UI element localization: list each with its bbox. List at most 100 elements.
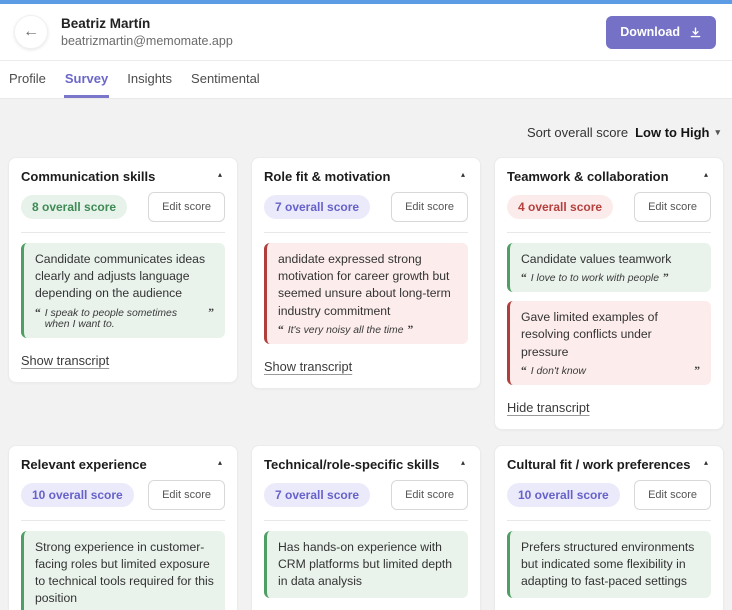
main-content: Sort overall score Low to High ▾ Communi… xyxy=(0,99,732,610)
back-button[interactable]: ← xyxy=(14,15,48,49)
overall-score-badge: 10 overall score xyxy=(507,482,620,507)
evaluation-note: Candidate communicates ideas clearly and… xyxy=(21,242,225,338)
note-text: andidate expressed strong motivation for… xyxy=(278,251,451,318)
note-quote: “ I love to to work with people ” xyxy=(521,272,700,284)
card-divider xyxy=(507,519,711,521)
note-text: Has hands-on experience with CRM platfor… xyxy=(278,539,453,589)
close-quote-icon: ” xyxy=(407,323,414,336)
tab-sentimental[interactable]: Sentimental xyxy=(190,61,261,98)
quote-text: I speak to people sometimes when I want … xyxy=(44,307,178,330)
chevron-up-icon: ▴ xyxy=(217,457,222,467)
notes-list: Prefers structured environments but indi… xyxy=(507,530,711,599)
chevron-up-icon: ▴ xyxy=(703,170,708,179)
evaluation-note: Strong experience in customer-facing rol… xyxy=(21,530,225,610)
candidate-info: Beatriz Martín beatrizmartin@memomate.ap… xyxy=(61,16,233,48)
top-accent-strip xyxy=(0,0,732,4)
evaluation-note: Candidate values teamwork “ I love to to… xyxy=(507,242,711,292)
overall-score-badge: 7 overall score xyxy=(264,482,371,507)
note-text: Candidate communicates ideas clearly and… xyxy=(35,251,206,301)
transcript-toggle-link[interactable]: Hide transcript xyxy=(507,399,590,415)
card-header: Communication skills ▴ xyxy=(21,169,225,185)
note-quote: “ I don't know ” xyxy=(521,365,700,377)
overall-score-badge: 7 overall score xyxy=(264,194,371,219)
collapse-card-button[interactable]: ▴ xyxy=(458,457,468,469)
tab-bar: Profile Survey Insights Sentimental xyxy=(0,61,732,99)
collapse-card-button[interactable]: ▴ xyxy=(215,457,225,469)
quote-text: I love to to work with people xyxy=(530,272,659,284)
card-title: Communication skills xyxy=(21,169,156,184)
note-text: Gave limited examples of resolving confl… xyxy=(521,309,658,359)
card-title: Relevant experience xyxy=(21,456,147,472)
sort-value-dropdown[interactable]: Low to High ▾ xyxy=(635,125,720,140)
transcript-toggle-link[interactable]: Show transcript xyxy=(264,358,353,374)
edit-score-button[interactable]: Edit score xyxy=(634,479,711,510)
card-header: Relevant experience ▴ xyxy=(21,457,225,473)
card-title: Teamwork & collaboration xyxy=(507,169,669,184)
card-header: Technical/role-specific skills ▴ xyxy=(264,457,468,473)
sort-label: Sort overall score xyxy=(526,125,629,140)
collapse-card-button[interactable]: ▴ xyxy=(701,457,711,469)
tab-insights[interactable]: Insights xyxy=(126,61,173,98)
card-divider xyxy=(264,231,468,233)
candidate-email: beatrizmartin@memomate.app xyxy=(61,34,233,48)
quote-text: It's very noisy all the time xyxy=(287,324,404,336)
tab-profile[interactable]: Profile xyxy=(8,61,47,98)
score-row: 7 overall score Edit score xyxy=(264,479,468,510)
overall-score-badge: 10 overall score xyxy=(21,482,134,507)
transcript-toggle-link[interactable]: Show transcript xyxy=(21,352,110,368)
page-header: ← Beatriz Martín beatrizmartin@memomate.… xyxy=(0,4,732,61)
quote-text: I don't know xyxy=(530,365,586,377)
card-header: Teamwork & collaboration ▴ xyxy=(507,169,711,185)
score-card: Relevant experience ▴ 10 overall score E… xyxy=(8,444,238,610)
card-header: Role fit & motivation ▴ xyxy=(264,169,468,185)
edit-score-button[interactable]: Edit score xyxy=(634,191,711,222)
open-quote-icon: “ xyxy=(521,271,527,284)
card-divider xyxy=(264,519,468,521)
edit-score-button[interactable]: Edit score xyxy=(148,191,225,222)
note-quote: “ It's very noisy all the time ” xyxy=(278,324,457,336)
score-row: 8 overall score Edit score xyxy=(21,191,225,222)
edit-score-button[interactable]: Edit score xyxy=(391,191,468,222)
chevron-up-icon: ▴ xyxy=(460,457,465,467)
overall-score-badge: 4 overall score xyxy=(507,194,614,219)
score-row: 7 overall score Edit score xyxy=(264,191,468,222)
tab-survey[interactable]: Survey xyxy=(63,61,110,98)
notes-list: Has hands-on experience with CRM platfor… xyxy=(264,530,468,599)
score-row: 10 overall score Edit score xyxy=(21,479,225,510)
score-row: 10 overall score Edit score xyxy=(507,479,711,510)
note-quote: “ I speak to people sometimes when I wan… xyxy=(35,307,214,330)
sort-control: Sort overall score Low to High ▾ xyxy=(8,99,724,157)
chevron-up-icon: ▴ xyxy=(217,170,222,179)
card-divider xyxy=(507,231,711,233)
evaluation-note: andidate expressed strong motivation for… xyxy=(264,242,468,344)
collapse-card-button[interactable]: ▴ xyxy=(458,169,468,181)
evaluation-note: Has hands-on experience with CRM platfor… xyxy=(264,530,468,599)
edit-score-button[interactable]: Edit score xyxy=(391,479,468,510)
score-card: Technical/role-specific skills ▴ 7 overa… xyxy=(251,444,481,610)
open-quote-icon: “ xyxy=(35,306,41,319)
card-divider xyxy=(21,519,225,521)
notes-list: Candidate communicates ideas clearly and… xyxy=(21,242,225,338)
chevron-up-icon: ▴ xyxy=(703,457,708,467)
score-card: Communication skills ▴ 8 overall score E… xyxy=(8,157,238,383)
card-title: Cultural fit / work preferences xyxy=(507,456,691,472)
edit-score-button[interactable]: Edit score xyxy=(148,479,225,510)
close-quote-icon: ” xyxy=(694,364,700,377)
note-text: Prefers structured environments but indi… xyxy=(521,539,695,589)
card-divider xyxy=(21,231,225,233)
collapse-card-button[interactable]: ▴ xyxy=(215,169,225,181)
download-button[interactable]: Download xyxy=(606,15,716,49)
overall-score-badge: 8 overall score xyxy=(21,194,128,219)
close-quote-icon: ” xyxy=(662,271,669,284)
chevron-up-icon: ▴ xyxy=(460,170,465,179)
back-arrow-icon: ← xyxy=(23,23,39,40)
score-card: Role fit & motivation ▴ 7 overall score … xyxy=(251,157,481,389)
card-title: Role fit & motivation xyxy=(264,169,391,184)
note-text: Candidate values teamwork xyxy=(521,251,672,266)
close-quote-icon: ” xyxy=(208,306,214,319)
open-quote-icon: “ xyxy=(278,323,284,336)
chevron-down-icon: ▾ xyxy=(715,127,720,137)
collapse-card-button[interactable]: ▴ xyxy=(701,169,711,181)
score-card: Teamwork & collaboration ▴ 4 overall sco… xyxy=(494,157,724,430)
candidate-name: Beatriz Martín xyxy=(61,16,151,31)
